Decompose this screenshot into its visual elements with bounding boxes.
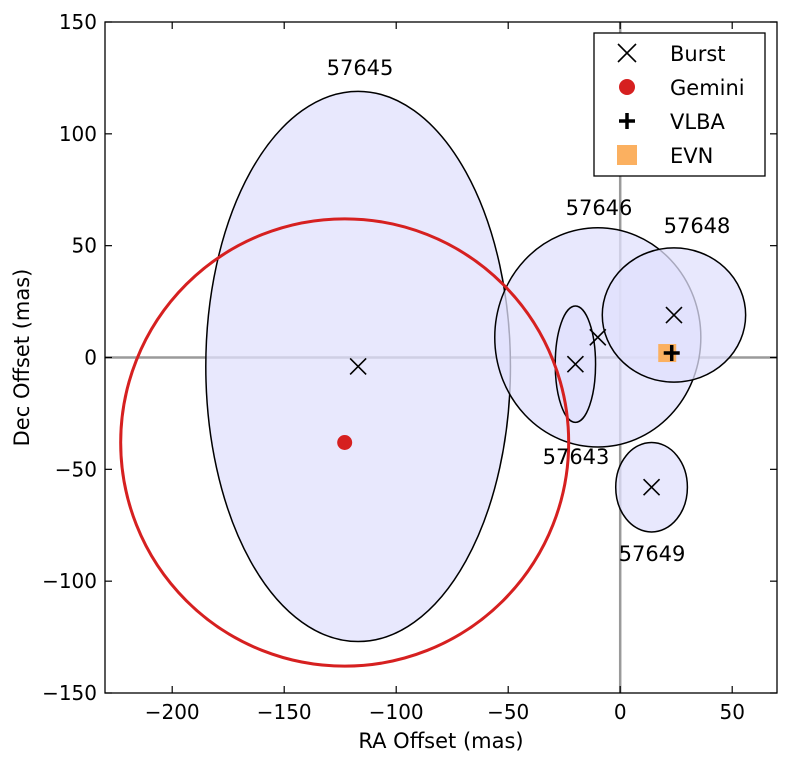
legend-x-marker bbox=[617, 43, 637, 63]
ellipse-label-57648: 57648 bbox=[664, 214, 731, 238]
y-tick-label: 100 bbox=[59, 122, 97, 146]
legend-plus-marker bbox=[619, 113, 635, 129]
ellipse-label-57643: 57643 bbox=[543, 445, 610, 469]
x-tick-label: 50 bbox=[719, 700, 744, 724]
x-tick-label: −200 bbox=[145, 700, 200, 724]
legend-x-b bbox=[617, 43, 637, 63]
y-tick-label: −100 bbox=[42, 569, 97, 593]
burst-marker-57646 bbox=[589, 328, 607, 346]
burst-marker-stroke-b bbox=[589, 328, 607, 346]
legend-label: VLBA bbox=[670, 110, 725, 134]
vlba-marker bbox=[663, 345, 680, 362]
burst-marker-stroke-b bbox=[566, 355, 584, 373]
gemini-point bbox=[337, 434, 353, 450]
burst-marker-stroke-b bbox=[349, 357, 367, 376]
legend-square-marker bbox=[617, 145, 637, 165]
gemini-error-circle bbox=[119, 217, 571, 668]
ellipse-label-57645: 57645 bbox=[327, 56, 394, 80]
y-tick-label: −150 bbox=[42, 681, 97, 705]
x-tick-label: 0 bbox=[614, 700, 627, 724]
ellipse-label-57649: 57649 bbox=[619, 542, 686, 566]
legend-label: Burst bbox=[670, 42, 726, 66]
y-tick-label: 50 bbox=[72, 234, 97, 258]
burst-marker-stroke-b bbox=[642, 478, 661, 496]
burst-marker-57649 bbox=[642, 478, 661, 496]
legend-square bbox=[617, 145, 637, 165]
burst-marker-57648 bbox=[665, 306, 683, 324]
y-tick-label: 0 bbox=[84, 346, 97, 370]
x-tick-label: −150 bbox=[257, 700, 312, 724]
x-tick-label: −100 bbox=[369, 700, 424, 724]
burst-marker-57645 bbox=[349, 357, 367, 376]
y-tick-label: −50 bbox=[55, 457, 97, 481]
x-tick-label: −50 bbox=[487, 700, 529, 724]
x-axis-label: RA Offset (mas) bbox=[358, 729, 523, 753]
legend-circle bbox=[619, 79, 635, 95]
legend-circle-marker bbox=[619, 79, 635, 95]
y-tick-label: 150 bbox=[59, 10, 97, 34]
burst-marker-57643 bbox=[566, 355, 584, 373]
legend-label: Gemini bbox=[670, 76, 745, 100]
legend-label: EVN bbox=[670, 144, 713, 168]
ellipse-label-57646: 57646 bbox=[566, 196, 633, 220]
y-axis-label: Dec Offset (mas) bbox=[10, 269, 34, 447]
burst-marker-stroke-b bbox=[665, 306, 683, 324]
